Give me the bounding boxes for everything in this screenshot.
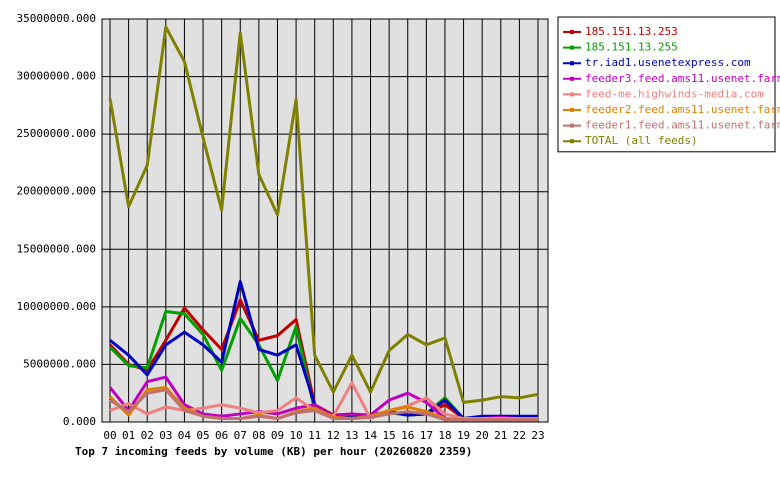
legend-marker <box>570 108 574 112</box>
x-tick-label: 17 <box>420 429 433 442</box>
x-tick-label: 22 <box>513 429 526 442</box>
legend-label: feeder2.feed.ams11.usenet.farm <box>585 103 780 116</box>
x-tick-label: 18 <box>438 429 451 442</box>
legend-marker <box>570 76 574 81</box>
legend-label: 185.151.13.253 <box>585 25 678 38</box>
y-tick-label: 5000000.000 <box>23 357 96 370</box>
x-tick-label: 05 <box>196 429 209 442</box>
x-tick-label: 14 <box>364 429 378 442</box>
x-tick-label: 19 <box>457 429 470 442</box>
legend-label: 185.151.13.255 <box>585 41 678 54</box>
legend-label: feeder1.feed.ams11.usenet.farm <box>585 119 780 132</box>
x-tick-label: 13 <box>345 429 358 442</box>
x-tick-label: 09 <box>271 429 284 442</box>
y-tick-label: 25000000.000 <box>17 127 96 140</box>
legend-label: feeder3.feed.ams11.usenet.farm <box>585 72 780 85</box>
x-tick-label: 20 <box>476 429 489 442</box>
y-tick-label: 15000000.000 <box>17 242 96 255</box>
x-tick-label: 23 <box>531 429 544 442</box>
y-tick-label: 20000000.000 <box>17 185 96 198</box>
x-tick-label: 07 <box>234 429 247 442</box>
legend-label: tr.iad1.usenetexpress.com <box>585 56 751 69</box>
legend-marker <box>570 30 574 34</box>
x-tick-label: 10 <box>289 429 302 442</box>
x-tick-label: 03 <box>159 429 172 442</box>
x-tick-label: 11 <box>308 429 321 442</box>
x-tick-label: 02 <box>141 429 154 442</box>
legend-marker <box>570 123 574 128</box>
x-tick-label: 15 <box>383 429 396 442</box>
legend-marker <box>570 45 574 50</box>
x-tick-label: 16 <box>401 429 414 442</box>
y-tick-label: 35000000.000 <box>17 12 96 25</box>
legend-marker <box>570 61 574 66</box>
x-tick-label: 04 <box>178 429 192 442</box>
x-tick-label: 12 <box>327 429 340 442</box>
y-tick-label: 0.000 <box>63 415 96 428</box>
y-tick-label: 30000000.000 <box>17 70 96 83</box>
x-tick-label: 00 <box>103 429 116 442</box>
legend-marker <box>570 92 574 97</box>
y-tick-label: 10000000.000 <box>17 300 96 313</box>
x-tick-label: 21 <box>494 429 507 442</box>
legend-label: feed-me.highwinds-media.com <box>585 87 764 100</box>
x-tick-label: 06 <box>215 429 228 442</box>
legend-marker <box>570 139 574 144</box>
series-line <box>108 25 539 404</box>
plot-area <box>101 18 549 423</box>
legend-box <box>557 16 776 153</box>
series-line <box>109 388 538 422</box>
chart-title: Top 7 incoming feeds by volume (KB) per … <box>75 445 472 458</box>
legend-label: TOTAL (all feeds) <box>585 134 698 147</box>
x-tick-label: 08 <box>252 429 265 442</box>
x-tick-label: 01 <box>122 429 135 442</box>
